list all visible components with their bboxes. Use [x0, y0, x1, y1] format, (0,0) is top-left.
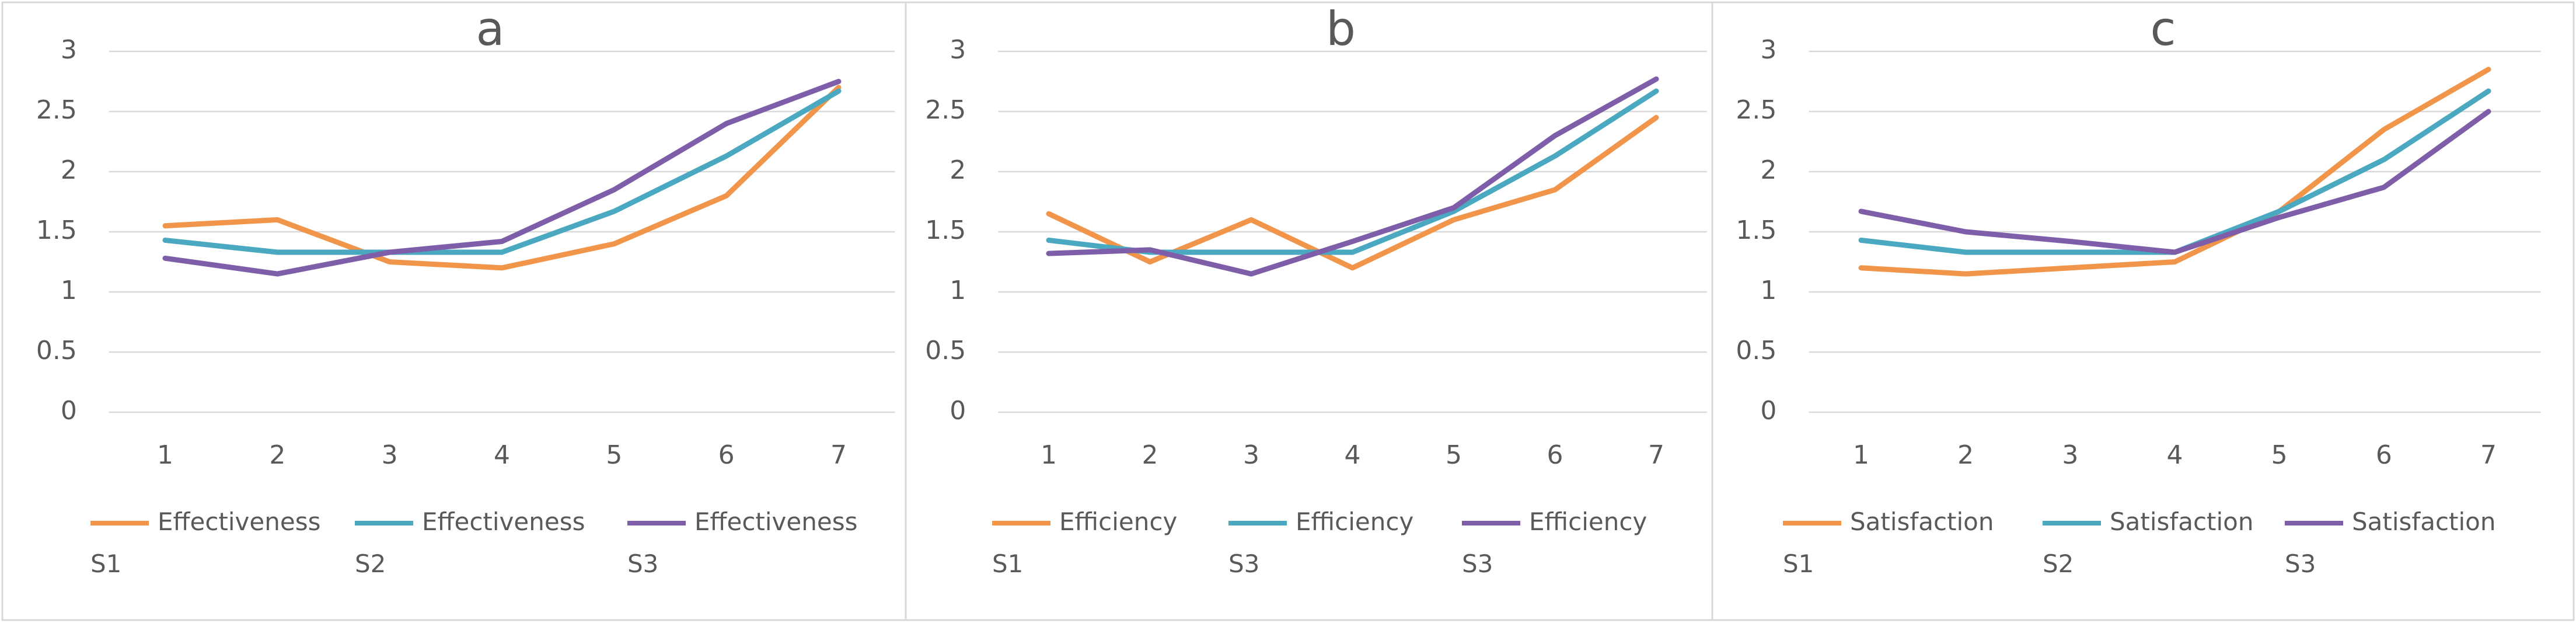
x-tick-label: 5	[1446, 440, 1462, 470]
legend-swatch	[90, 521, 149, 525]
y-tick-label: 2	[61, 155, 77, 185]
y-tick-label: 1.5	[925, 215, 966, 245]
x-tick-label: 3	[382, 440, 398, 470]
legend-item: Effectiveness S1	[90, 501, 320, 585]
y-tick-label: 1	[61, 276, 77, 305]
y-tick-label: 0	[1760, 396, 1776, 426]
legend-label: Efficiency S3	[1228, 507, 1414, 578]
series-line	[1858, 67, 2491, 277]
legend-item: Efficiency S1	[992, 501, 1177, 585]
y-tick-label: 0	[61, 396, 77, 426]
legend-item: Satisfaction S3	[2285, 501, 2495, 585]
y-tick-label: 0.5	[1736, 336, 1776, 366]
x-tick-label: 5	[2271, 440, 2288, 470]
y-tick-label: 2	[950, 155, 966, 185]
legend-item: Effectiveness S2	[355, 501, 585, 585]
x-tick-label: 2	[269, 440, 285, 470]
legend-item: Efficiency S3	[1228, 501, 1413, 585]
panel-frame	[1711, 1, 2575, 621]
y-tick-label: 0	[950, 396, 966, 426]
series-line	[1046, 114, 1659, 271]
x-tick-label: 4	[494, 440, 510, 470]
legend-swatch	[355, 521, 413, 525]
y-tick-label: 2.5	[36, 95, 77, 125]
legend-label: Satisfaction S3	[2285, 507, 2496, 578]
legend-swatch	[1228, 521, 1287, 525]
chart-title: a	[476, 2, 504, 56]
legend-item: Effectiveness S3	[627, 501, 857, 585]
legend-label: Efficiency S1	[992, 507, 1178, 578]
y-tick-label: 2.5	[925, 95, 966, 125]
y-tick-label: 3	[61, 35, 77, 65]
legend-swatch	[1783, 521, 1841, 525]
y-tick-label: 1.5	[36, 215, 77, 245]
y-tick-label: 1	[950, 276, 966, 305]
y-tick-label: 2	[1760, 155, 1776, 185]
legend-swatch	[1462, 521, 1520, 525]
legend-swatch	[627, 521, 686, 525]
y-tick-label: 3	[950, 35, 966, 65]
series-line	[162, 79, 842, 277]
series-line	[162, 85, 842, 271]
x-tick-label: 2	[1142, 440, 1158, 470]
y-tick-label: 3	[1760, 35, 1776, 65]
y-tick-label: 0.5	[925, 336, 966, 366]
x-tick-label: 4	[2167, 440, 2183, 470]
x-tick-label: 1	[1853, 440, 1869, 470]
legend-label: Effectiveness S2	[355, 507, 585, 578]
legend-label: Efficiency S3	[1462, 507, 1647, 578]
legend-swatch	[2043, 521, 2101, 525]
legend-item: Satisfaction S2	[2043, 501, 2253, 585]
x-tick-label: 1	[157, 440, 173, 470]
legend-item: Efficiency S3	[1462, 501, 1647, 585]
x-tick-label: 6	[2376, 440, 2392, 470]
legend-label: Satisfaction S2	[2043, 507, 2254, 578]
x-tick-label: 3	[1243, 440, 1259, 470]
x-tick-label: 4	[1345, 440, 1361, 470]
legend-label: Satisfaction S1	[1783, 507, 1994, 578]
y-tick-label: 1	[1760, 276, 1776, 305]
series-line	[1858, 109, 2491, 255]
x-tick-label: 7	[1648, 440, 1664, 470]
x-tick-label: 7	[2480, 440, 2497, 470]
y-tick-label: 1.5	[1736, 215, 1776, 245]
x-tick-label: 6	[1547, 440, 1563, 470]
y-tick-label: 0.5	[36, 336, 77, 366]
series-line	[162, 88, 842, 255]
x-tick-label: 5	[606, 440, 622, 470]
x-tick-label: 3	[2062, 440, 2078, 470]
series-line	[1046, 76, 1659, 277]
y-tick-label: 2.5	[1736, 95, 1776, 125]
legend-label: Effectiveness S1	[90, 507, 321, 578]
chart-title: b	[1326, 2, 1356, 56]
x-tick-label: 2	[1957, 440, 1974, 470]
legend-swatch	[2285, 521, 2343, 525]
x-tick-label: 7	[830, 440, 847, 470]
legend-label: Effectiveness S3	[627, 507, 858, 578]
x-tick-label: 6	[718, 440, 735, 470]
legend-swatch	[992, 521, 1050, 525]
x-tick-label: 1	[1041, 440, 1057, 470]
chart-title: c	[2151, 2, 2176, 56]
legend-item: Satisfaction S1	[1783, 501, 1994, 585]
